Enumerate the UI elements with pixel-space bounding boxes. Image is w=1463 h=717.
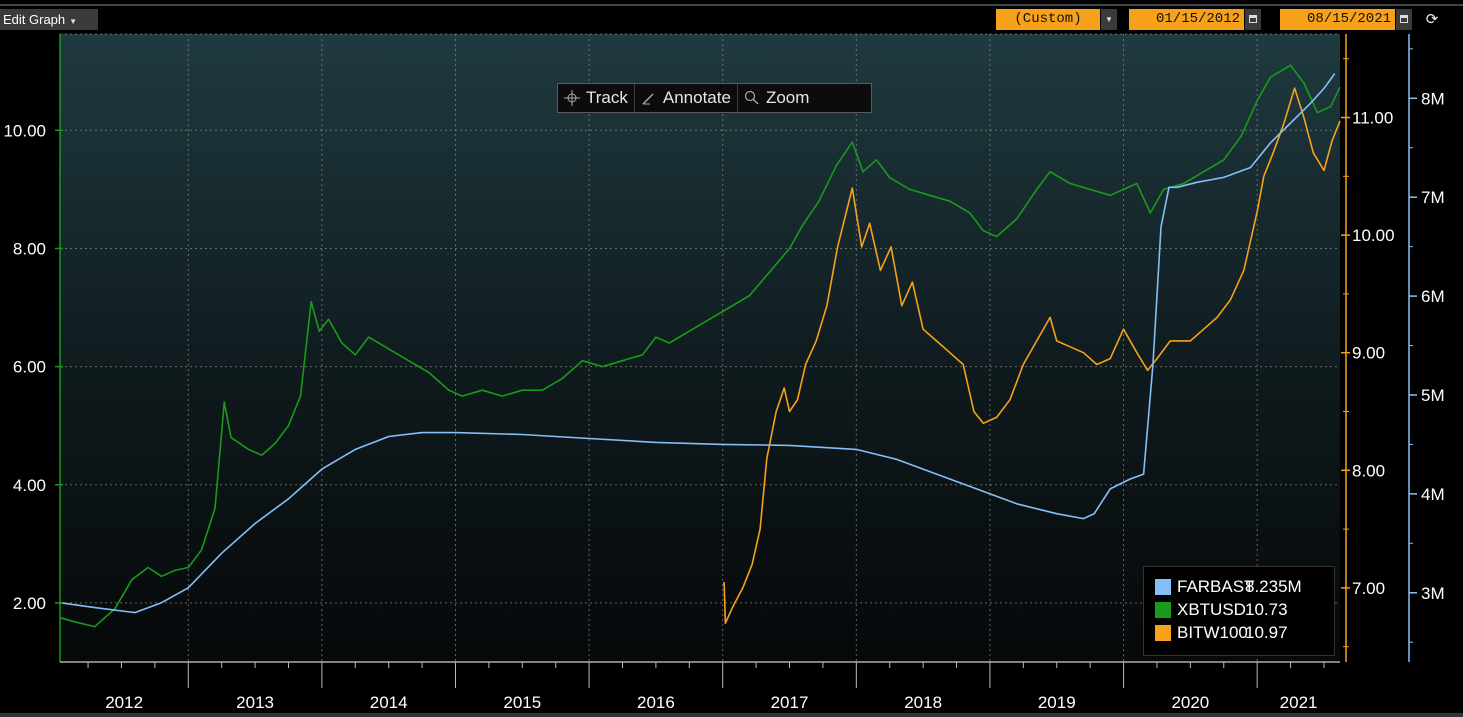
track-tool-button[interactable]: Track: [558, 84, 635, 112]
legend-series-name: BITW100: [1177, 622, 1248, 642]
period-select[interactable]: (Custom): [996, 9, 1100, 30]
left-axis-tick-label: 2.00: [13, 594, 46, 613]
refresh-button[interactable]: ⟳: [1422, 9, 1442, 30]
legend-swatch: [1155, 601, 1171, 618]
end-date-field[interactable]: 08/15/2021: [1280, 9, 1395, 30]
chart-tool-bar: Track Annotate Zoom: [557, 83, 872, 113]
annotate-tool-button[interactable]: Annotate: [635, 84, 738, 112]
edit-graph-label: Edit Graph: [3, 12, 66, 27]
left-axis-tick-label: 10.00: [3, 121, 46, 140]
x-axis-tick-label: 2018: [904, 693, 942, 712]
legend-series-value: 10.73: [1245, 599, 1288, 619]
far-right-axis-tick-label: 5M: [1421, 386, 1445, 405]
axes-layer: 2.00 4.00 6.00 8.00 10.00 7.00 8.00 9.00 10.00 11…: [3, 34, 1445, 712]
chevron-down-icon: ▼: [1105, 15, 1113, 24]
series-line-farbast: [59, 73, 1336, 614]
zoom-tool-button[interactable]: Zoom: [738, 84, 815, 112]
far-right-axis-tick-label: 7M: [1421, 188, 1445, 207]
period-label: (Custom): [1014, 11, 1082, 27]
far-right-axis-tick-label: 3M: [1421, 584, 1445, 603]
right-axis-tick-label: 11.00: [1352, 108, 1393, 127]
magnifier-icon: [744, 90, 759, 105]
end-date-value: 08/15/2021: [1306, 11, 1391, 27]
series-line-xbtusd: [59, 64, 1341, 628]
legend-swatch: [1155, 624, 1171, 641]
x-axis-tick-label: 2012: [105, 693, 143, 712]
refresh-icon: ⟳: [1425, 11, 1439, 28]
gridlines: [60, 33, 1340, 662]
crosshair-icon: [564, 90, 580, 106]
start-date-calendar-button[interactable]: [1245, 9, 1261, 30]
track-tool-label: Track: [586, 88, 628, 107]
far-right-axis-tick-label: 4M: [1421, 485, 1445, 504]
legend-series-value: 10.97: [1245, 622, 1288, 642]
zoom-tool-label: Zoom: [765, 88, 810, 107]
far-right-axis-tick-label: 8M: [1421, 89, 1445, 108]
x-axis-tick-label: 2015: [503, 693, 541, 712]
far-right-axis-tick-label: 6M: [1421, 287, 1445, 306]
x-axis-tick-label: 2019: [1038, 693, 1076, 712]
legend-item-farbast[interactable]: FARBAST 8.235M: [1144, 575, 1334, 598]
period-dropdown-button[interactable]: ▼: [1101, 9, 1117, 30]
legend-item-xbtusd[interactable]: XBTUSD 10.73: [1144, 598, 1334, 621]
annotate-tool-label: Annotate: [662, 88, 731, 107]
left-axis-tick-label: 4.00: [13, 476, 46, 495]
right-axis-tick-label: 9.00: [1352, 344, 1385, 363]
x-axis-tick-label: 2016: [637, 693, 675, 712]
x-axis-tick-label: 2021: [1280, 693, 1318, 712]
series-line-bitw100: [723, 87, 1341, 625]
left-axis-tick-label: 6.00: [13, 358, 46, 377]
legend-series-name: XBTUSD: [1177, 599, 1246, 619]
legend-series-value: 8.235M: [1245, 576, 1302, 596]
series-layer: [59, 64, 1341, 628]
start-date-value: 01/15/2012: [1155, 11, 1240, 27]
x-axis-tick-label: 2020: [1171, 693, 1209, 712]
edit-graph-button[interactable]: Edit Graph ▼: [0, 9, 98, 30]
top-border: [0, 4, 1463, 6]
right-axis-tick-label: 7.00: [1352, 579, 1385, 598]
end-date-calendar-button[interactable]: [1396, 9, 1412, 30]
x-axis-tick-label: 2014: [370, 693, 408, 712]
plot-background: [60, 34, 1340, 662]
right-axis-tick-label: 8.00: [1352, 461, 1385, 480]
legend-swatch: [1155, 578, 1171, 595]
right-axis-tick-label: 10.00: [1352, 226, 1395, 245]
legend: FARBAST 8.235M XBTUSD 10.73 BITW100 10.9…: [1143, 566, 1335, 656]
calendar-icon: [1400, 15, 1408, 23]
pencil-icon: [642, 93, 654, 105]
start-date-field[interactable]: 01/15/2012: [1129, 9, 1244, 30]
chevron-down-icon: ▼: [69, 17, 78, 26]
x-axis-tick-label: 2013: [236, 693, 274, 712]
legend-item-bitw100[interactable]: BITW100 10.97: [1144, 621, 1334, 644]
legend-series-name: FARBAST: [1177, 576, 1255, 596]
calendar-icon: [1249, 15, 1257, 23]
bottom-border: [0, 713, 1463, 717]
x-axis-tick-label: 2017: [771, 693, 809, 712]
left-axis-tick-label: 8.00: [13, 239, 46, 258]
